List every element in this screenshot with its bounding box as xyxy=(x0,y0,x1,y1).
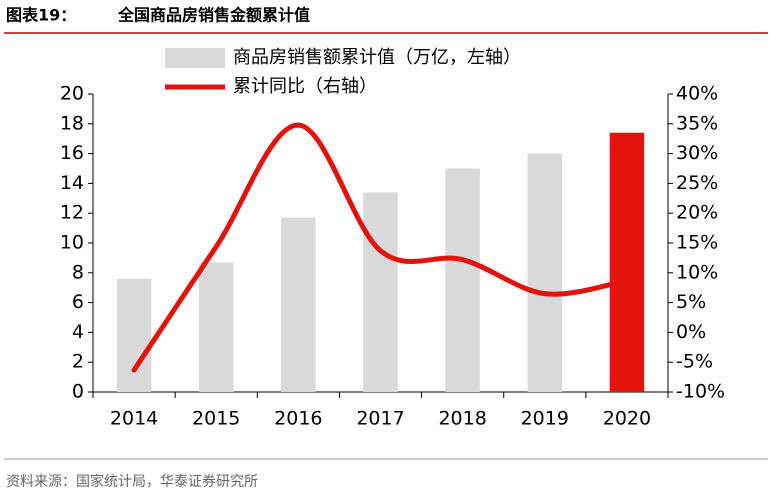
y2-tick-label: 20% xyxy=(676,202,718,224)
bar xyxy=(198,262,234,392)
y-tick-label: 16 xyxy=(60,142,84,164)
bar xyxy=(363,192,398,392)
y2-tick-label: 5% xyxy=(676,291,706,313)
y2-tick-label: -10% xyxy=(676,381,725,403)
x-tick-label: 2017 xyxy=(356,408,404,430)
legend-swatch xyxy=(165,48,225,68)
y-tick-label: 10 xyxy=(60,232,84,254)
y2-tick-label: -5% xyxy=(676,351,713,373)
y-tick-label: 8 xyxy=(72,261,84,283)
bar xyxy=(445,168,480,392)
bar xyxy=(281,217,316,392)
y2-tick-label: 35% xyxy=(676,112,718,134)
y-tick-label: 0 xyxy=(72,381,84,403)
x-tick-label: 2019 xyxy=(521,408,569,430)
x-tick-label: 2015 xyxy=(192,408,240,430)
y2-tick-label: 0% xyxy=(676,321,706,343)
y-tick-label: 14 xyxy=(60,172,84,194)
y-tick-label: 2 xyxy=(72,351,84,373)
legend-label: 商品房销售额累计值（万亿，左轴） xyxy=(233,47,521,68)
y2-tick-label: 15% xyxy=(676,232,718,254)
x-tick-label: 2018 xyxy=(438,408,486,430)
y2-tick-label: 30% xyxy=(676,142,718,164)
x-tick-label: 2020 xyxy=(603,408,651,430)
figure-label: 图表19： xyxy=(6,6,76,25)
y2-tick-label: 10% xyxy=(676,261,718,283)
y-tick-label: 4 xyxy=(72,321,84,343)
y-tick-label: 20 xyxy=(60,83,84,105)
y-tick-label: 12 xyxy=(60,202,84,224)
x-tick-label: 2014 xyxy=(110,408,158,430)
bar xyxy=(527,153,563,392)
legend-label: 累计同比（右轴） xyxy=(233,76,377,97)
y-tick-label: 18 xyxy=(60,112,84,134)
y2-tick-label: 25% xyxy=(676,172,718,194)
line xyxy=(131,122,630,373)
y2-tick-label: 40% xyxy=(676,83,718,105)
y-tick-label: 6 xyxy=(72,291,84,313)
bar xyxy=(116,278,152,392)
source: 资料来源：国家统计局，华泰证券研究所 xyxy=(6,473,258,490)
bar xyxy=(609,132,645,393)
chart-title: 全国商品房销售金额累计值 xyxy=(117,6,310,25)
x-tick-label: 2016 xyxy=(274,408,322,430)
